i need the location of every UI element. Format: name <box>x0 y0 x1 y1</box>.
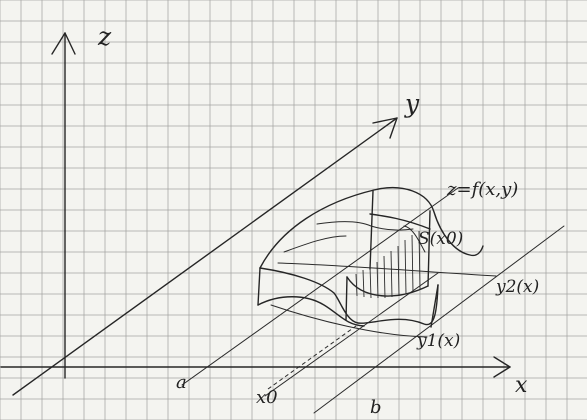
hatch-line <box>355 273 358 297</box>
upper-boundary-y2 <box>277 262 497 277</box>
x-axis-label: x <box>515 373 528 398</box>
line-at-b <box>313 225 565 414</box>
surface-top <box>259 186 484 269</box>
hatch-line <box>362 269 365 298</box>
slice-bottom-edge <box>346 276 429 297</box>
y-axis <box>12 117 398 396</box>
line-at-a <box>181 187 459 386</box>
solid-left-base <box>257 296 365 327</box>
slice-front-edge <box>427 210 431 287</box>
solid-left-wall <box>257 267 261 306</box>
x-axis-arrowhead <box>493 356 511 378</box>
inner-surface-curve-2 <box>283 235 347 253</box>
inner-surface-curve <box>316 221 414 231</box>
right-slice-accent <box>403 225 426 253</box>
b-label: b <box>370 397 382 418</box>
hatch-line <box>383 255 386 299</box>
slice-back-edge <box>369 190 374 270</box>
z-axis-arrowhead <box>51 32 76 55</box>
surface-function-label: z=f(x,y) <box>446 179 518 200</box>
a-label: a <box>176 372 187 393</box>
solid-right-wall <box>430 284 439 328</box>
labels: z y x z=f(x,y) S(x0) y2(x) y1(x) a x0 b <box>97 22 539 418</box>
y-axis-label: y <box>404 89 420 118</box>
slice-side-left <box>345 276 348 321</box>
cross-section-label: S(x0) <box>418 229 463 249</box>
surface-solid <box>257 186 484 328</box>
upper-bound-label: y2(x) <box>495 277 539 297</box>
x0-label: x0 <box>256 387 278 408</box>
y-axis-arrowhead <box>372 117 398 139</box>
hatch-line <box>397 245 400 297</box>
hatch-line <box>369 265 372 299</box>
hatch-line <box>376 261 379 299</box>
hatch-line <box>404 239 407 295</box>
slice-top-edge <box>369 213 431 230</box>
surface-front-edge <box>259 267 439 326</box>
hatch-line <box>411 234 414 293</box>
z-axis-label: z <box>97 22 112 51</box>
axes <box>0 32 511 396</box>
lower-bound-label: y1(x) <box>416 331 460 351</box>
lower-boundary-y1 <box>270 304 428 338</box>
hatch-line <box>390 250 393 298</box>
